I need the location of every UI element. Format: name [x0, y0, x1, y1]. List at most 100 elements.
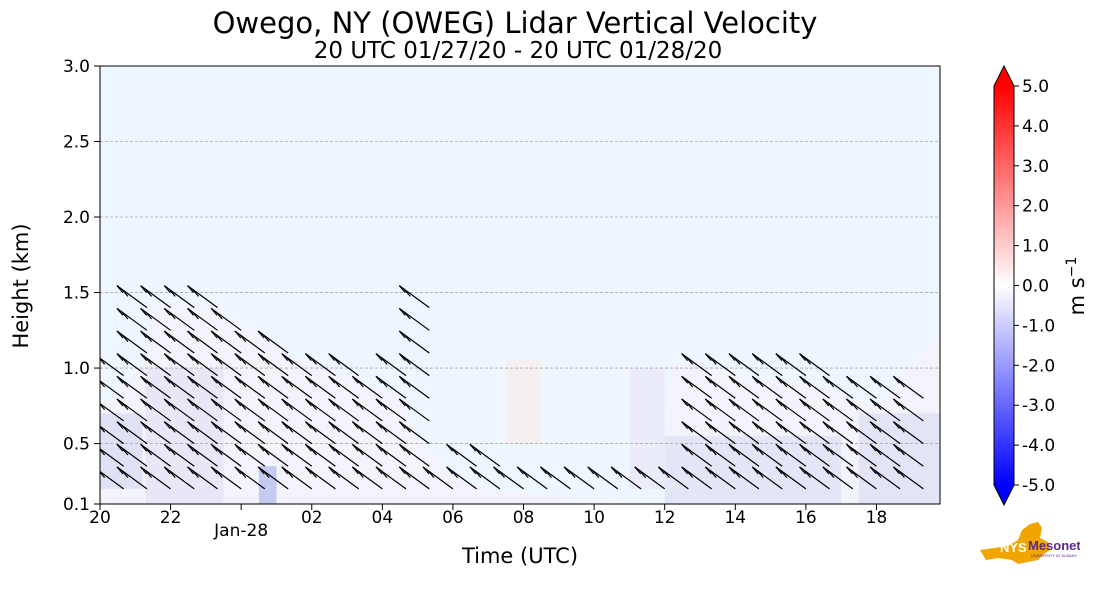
- wind-barb: [775, 466, 807, 490]
- new-york-state-shape-icon: [980, 522, 1050, 564]
- wind-barb: [281, 466, 313, 490]
- wind-barb: [398, 330, 430, 354]
- y-axis: 0.1 0.5 1.0 1.5 2.0 2.5 3.0: [63, 57, 100, 515]
- x-tick-label: 22: [160, 508, 182, 528]
- colorbar-min-extend: [994, 485, 1014, 505]
- wind-barb: [398, 307, 430, 331]
- chart-subtitle: 20 UTC 01/27/20 - 20 UTC 01/28/20: [314, 38, 723, 64]
- wind-barb: [100, 488, 101, 489]
- wind-barb: [163, 443, 195, 467]
- x-tick-label: 18: [866, 508, 888, 528]
- x-axis-label: Time (UTC): [461, 544, 578, 568]
- x-tick-label: 12: [654, 508, 676, 528]
- wind-barb: [398, 398, 430, 422]
- wind-barb: [704, 353, 736, 377]
- colorbar-tick-label: 2.0: [1022, 197, 1049, 217]
- wind-barb: [234, 398, 266, 422]
- wind-barb: [728, 398, 760, 422]
- wind-barb: [375, 398, 407, 422]
- wind-barb: [210, 375, 242, 399]
- y-axis-label: Height (km): [9, 223, 33, 348]
- wind-barb: [328, 375, 360, 399]
- wind-barb: [751, 421, 783, 445]
- y-tick-label: 1.0: [63, 359, 90, 379]
- y-tick-label: 2.0: [63, 208, 90, 228]
- wind-barb: [540, 466, 571, 490]
- wind-barb: [610, 466, 642, 490]
- wind-barb: [210, 421, 242, 445]
- wind-barb: [328, 466, 360, 490]
- wind-barb: [869, 375, 901, 399]
- wind-barb: [210, 330, 242, 354]
- wind-barb: [140, 443, 171, 467]
- colorbar-tick-label: -3.0: [1022, 396, 1055, 416]
- wind-barb: [799, 398, 830, 422]
- wind-barb: [140, 375, 171, 399]
- wind-barb: [822, 466, 854, 490]
- wind-barb: [351, 421, 383, 445]
- wind-barb: [234, 421, 266, 445]
- wind-barb: [328, 421, 360, 445]
- velocity-cell: [258, 466, 277, 504]
- wind-barb: [775, 443, 807, 467]
- wind-barb: [775, 421, 807, 445]
- wind-barb: [751, 375, 783, 399]
- wind-barb: [704, 398, 736, 422]
- wind-barb: [304, 398, 336, 422]
- chart-title: Owego, NY (OWEG) Lidar Vertical Velocity: [213, 6, 818, 40]
- wind-barb: [469, 443, 501, 467]
- wind-barb: [398, 375, 430, 399]
- wind-barb: [751, 466, 783, 490]
- wind-barb: [328, 398, 360, 422]
- wind-barb: [728, 443, 760, 467]
- wind-barb: [375, 466, 407, 490]
- wind-barb: [892, 398, 924, 422]
- wind-barb: [281, 353, 313, 377]
- wind-barb: [100, 470, 125, 490]
- wind-barb: [375, 353, 407, 377]
- wind-barb: [116, 330, 148, 354]
- wind-barb: [351, 443, 383, 467]
- wind-barb: [234, 375, 266, 399]
- wind-barb: [187, 375, 218, 399]
- wind-barb: [328, 443, 360, 467]
- wind-barb: [751, 398, 783, 422]
- wind-barb: [100, 420, 101, 421]
- wind-barb: [140, 330, 171, 354]
- velocity-cell: [505, 360, 542, 444]
- colorbar-tick-label: 1.0: [1022, 237, 1049, 257]
- wind-barb: [100, 357, 125, 377]
- wind-barb: [681, 443, 713, 467]
- wind-barb: [304, 466, 336, 490]
- wind-barb: [140, 307, 171, 331]
- velocity-cell: [629, 368, 665, 489]
- y-tick-label: 3.0: [63, 57, 90, 77]
- x-axis: 20 22 Jan-28 02 04 06 08 10 12 14 16 18: [89, 504, 887, 541]
- colorbar-max-extend: [994, 66, 1014, 86]
- wind-barb: [869, 466, 901, 490]
- wind-barb: [140, 398, 171, 422]
- y-tick-label: 0.1: [63, 495, 90, 515]
- wind-barb: [681, 353, 713, 377]
- wind-barb: [728, 353, 760, 377]
- wind-barb: [116, 285, 148, 309]
- x-tick-label: 02: [301, 508, 323, 528]
- wind-barb: [163, 285, 195, 309]
- wind-barb: [398, 421, 430, 445]
- wind-barb: [257, 466, 289, 490]
- wind-barb: [728, 375, 760, 399]
- wind-barb: [822, 375, 854, 399]
- x-tick-label: 06: [442, 508, 464, 528]
- wind-barb: [516, 466, 548, 490]
- colorbar-label: m s−1: [1064, 257, 1089, 316]
- wind-barb: [799, 353, 830, 377]
- wind-barb: [681, 466, 713, 490]
- wind-barb: [304, 443, 336, 467]
- wind-barb: [869, 398, 901, 422]
- wind-barb: [187, 353, 218, 377]
- wind-barb: [681, 421, 713, 445]
- wind-barb: [728, 421, 760, 445]
- wind-barb: [163, 375, 195, 399]
- wind-barb: [281, 421, 313, 445]
